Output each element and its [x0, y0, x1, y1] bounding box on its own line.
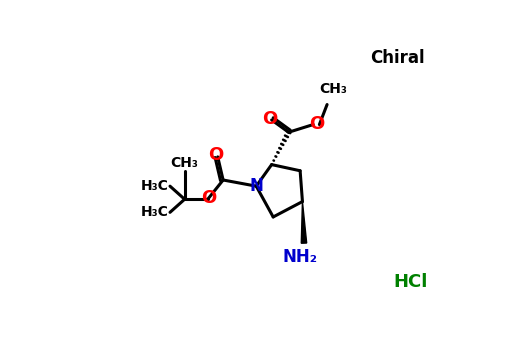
Text: Chiral: Chiral: [371, 49, 425, 67]
Text: CH₃: CH₃: [170, 156, 199, 170]
Text: NH₂: NH₂: [283, 248, 317, 266]
Text: N: N: [249, 177, 263, 195]
Text: H₃C: H₃C: [141, 179, 168, 193]
Text: O: O: [262, 110, 277, 128]
Text: HCl: HCl: [393, 273, 428, 290]
Text: H₃C: H₃C: [141, 205, 168, 219]
Polygon shape: [301, 201, 307, 243]
Text: O: O: [201, 189, 216, 207]
Text: CH₃: CH₃: [319, 82, 347, 96]
Text: O: O: [208, 146, 224, 164]
Text: O: O: [309, 115, 324, 133]
